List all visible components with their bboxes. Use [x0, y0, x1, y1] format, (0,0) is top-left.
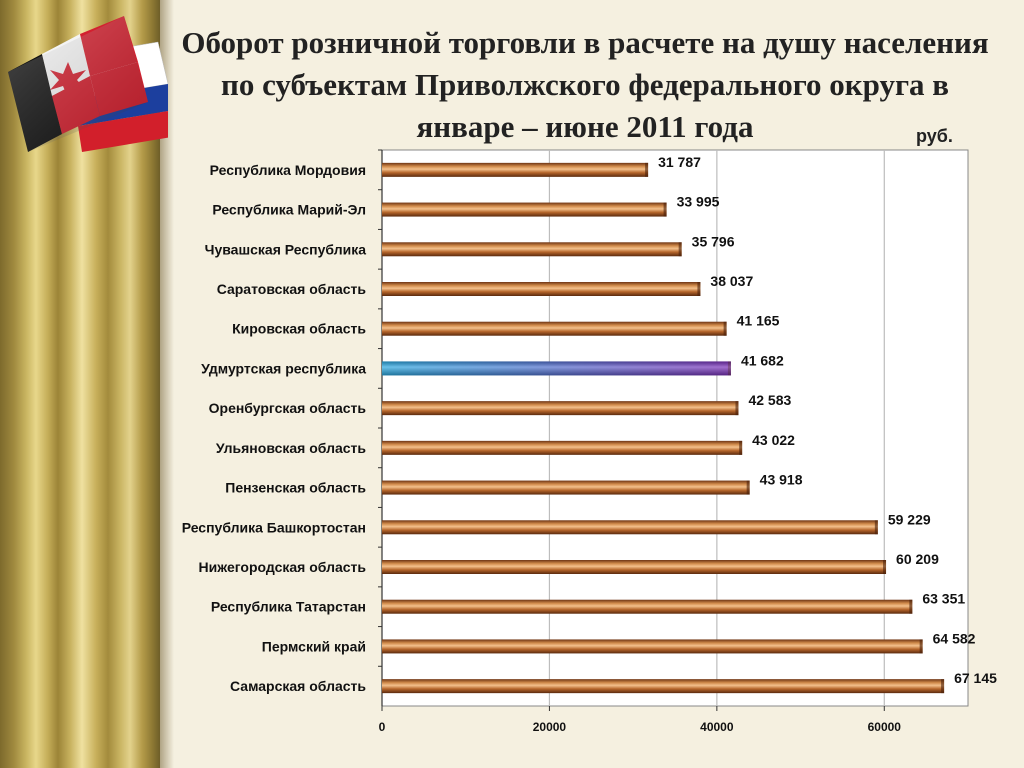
category-label: Самарская область — [230, 678, 366, 694]
page-title: Оборот розничной торговли в расчете на д… — [181, 25, 989, 144]
value-label: 63 351 — [922, 591, 965, 607]
bar — [382, 480, 750, 495]
bar — [382, 520, 878, 535]
value-label: 64 582 — [933, 630, 976, 646]
bar-end-cap — [678, 242, 682, 257]
bar — [382, 560, 887, 574]
bar-end-cap — [874, 520, 878, 535]
category-label: Кировская область — [232, 321, 366, 337]
bar-end-cap — [739, 440, 743, 455]
category-label: Республика Марий-Эл — [212, 202, 366, 218]
side-panel-shadow — [160, 0, 174, 768]
bar-end-cap — [727, 361, 731, 376]
bar-end-cap — [919, 639, 923, 654]
category-label: Ульяновская область — [216, 440, 367, 456]
value-label: 43 918 — [760, 472, 803, 488]
value-label: 33 995 — [677, 194, 720, 210]
category-label: Нижегородская область — [199, 559, 367, 575]
bar — [382, 599, 913, 614]
category-label: Чувашская Республика — [205, 241, 367, 257]
value-label: 43 022 — [752, 432, 795, 448]
category-label: Саратовская область — [217, 281, 367, 297]
category-label: Оренбургская область — [209, 400, 367, 416]
bar-end-cap — [723, 321, 727, 336]
value-label: 41 165 — [737, 313, 780, 329]
bar — [382, 321, 727, 336]
unit-label: руб. — [916, 126, 953, 146]
udmurt-flag-body — [8, 16, 148, 152]
category-label: Удмуртская республика — [201, 360, 366, 376]
bar — [382, 242, 682, 257]
category-label: Республика Татарстан — [211, 599, 366, 615]
bar-end-cap — [941, 679, 945, 694]
bar-end-cap — [645, 162, 649, 177]
category-label: Пермский край — [262, 638, 366, 654]
category-label: Республика Мордовия — [210, 162, 366, 178]
x-axis-ticks: 0 20000 40000 60000 — [378, 149, 902, 734]
value-label: 38 037 — [710, 273, 753, 289]
udmurt-flag-icon — [8, 16, 168, 152]
bar-end-cap — [883, 560, 887, 574]
bar-end-cap — [735, 401, 739, 416]
value-label: 67 145 — [954, 670, 997, 686]
labels: Республика Мордовия 31 787 Республика Мари… — [182, 154, 997, 694]
bar-end-cap — [697, 282, 701, 296]
bar-end-cap — [909, 599, 913, 614]
x-tick-label: 60000 — [868, 720, 902, 734]
bar — [382, 162, 649, 177]
plot-area — [381, 149, 969, 707]
value-label: 60 209 — [896, 551, 939, 567]
category-label: Республика Башкортостан — [182, 519, 366, 535]
x-tick-label: 0 — [379, 720, 386, 734]
category-label: Пензенская область — [225, 480, 366, 496]
value-label: 41 682 — [741, 352, 784, 368]
x-tick-label: 40000 — [700, 720, 734, 734]
value-label: 42 583 — [748, 392, 791, 408]
bars — [382, 162, 945, 694]
bar-end-cap — [746, 480, 750, 495]
bar-end-cap — [663, 202, 667, 217]
bar — [382, 679, 945, 694]
bar — [382, 401, 739, 416]
bar — [382, 202, 667, 217]
bar — [382, 639, 923, 654]
value-label: 59 229 — [888, 511, 931, 527]
value-label: 31 787 — [658, 154, 701, 170]
bar-highlight-shade — [382, 361, 731, 376]
value-label: 35 796 — [692, 233, 735, 249]
bar — [382, 440, 743, 455]
bar — [382, 282, 701, 296]
x-tick-label: 20000 — [533, 720, 567, 734]
